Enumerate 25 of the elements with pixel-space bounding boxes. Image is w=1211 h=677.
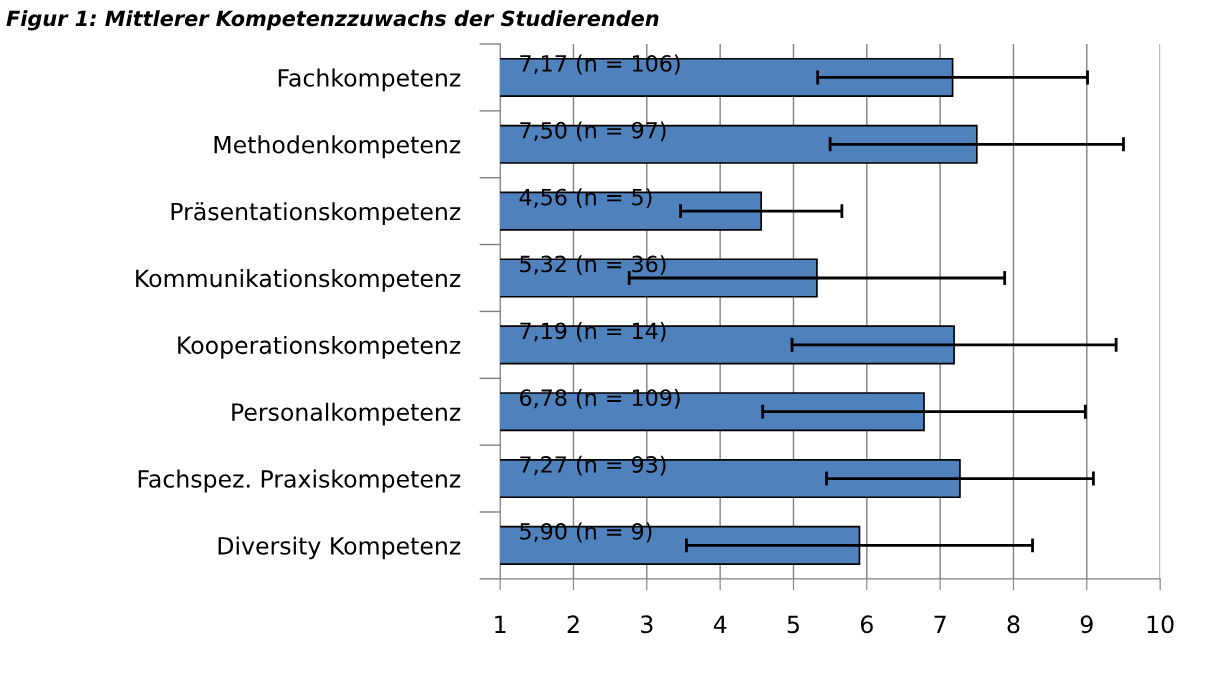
- data-label: 4,56 (n = 5): [519, 188, 652, 209]
- y-tick-label: Diversity Kompetenz: [218, 536, 461, 560]
- data-label: 7,17 (n = 106): [520, 54, 680, 75]
- y-tick-label: Methodenkompetenz: [214, 135, 461, 159]
- x-tick-label: 2: [567, 615, 579, 633]
- y-tick-label: Fachkompetenz: [278, 68, 461, 92]
- data-label: 6,78 (n = 109): [520, 388, 680, 409]
- x-tick-label: 3: [641, 615, 653, 634]
- text: Figur 1: Mittlerer Kompetenzzuwachs der Studierenden: [6, 10, 659, 31]
- y-tick-label: Präsentationskompetenz: [171, 202, 461, 226]
- x-tick-label: 8: [1007, 615, 1020, 634]
- x-tick-label: 10: [1147, 615, 1174, 634]
- y-tick-label: Fachspez. Praxiskompetenz: [138, 469, 461, 493]
- y-tick-label: Kooperationskompetenz: [178, 335, 461, 359]
- x-tick-label: 5: [787, 615, 799, 634]
- x-tick-label: 4: [713, 615, 727, 633]
- x-tick-label: 6: [860, 615, 873, 634]
- data-label: 5,32 (n = 36): [520, 255, 666, 275]
- data-label: 7,50 (n = 97): [520, 121, 666, 142]
- x-tick-label: 9: [1080, 615, 1093, 634]
- y-tick-label: Kommunikationskompetenz: [136, 269, 461, 292]
- x-tick-label: 1: [495, 615, 506, 633]
- data-label: 7,27 (n = 93): [520, 455, 666, 476]
- y-tick-label: Personalkompetenz: [232, 402, 461, 426]
- x-tick-label: 7: [934, 615, 946, 633]
